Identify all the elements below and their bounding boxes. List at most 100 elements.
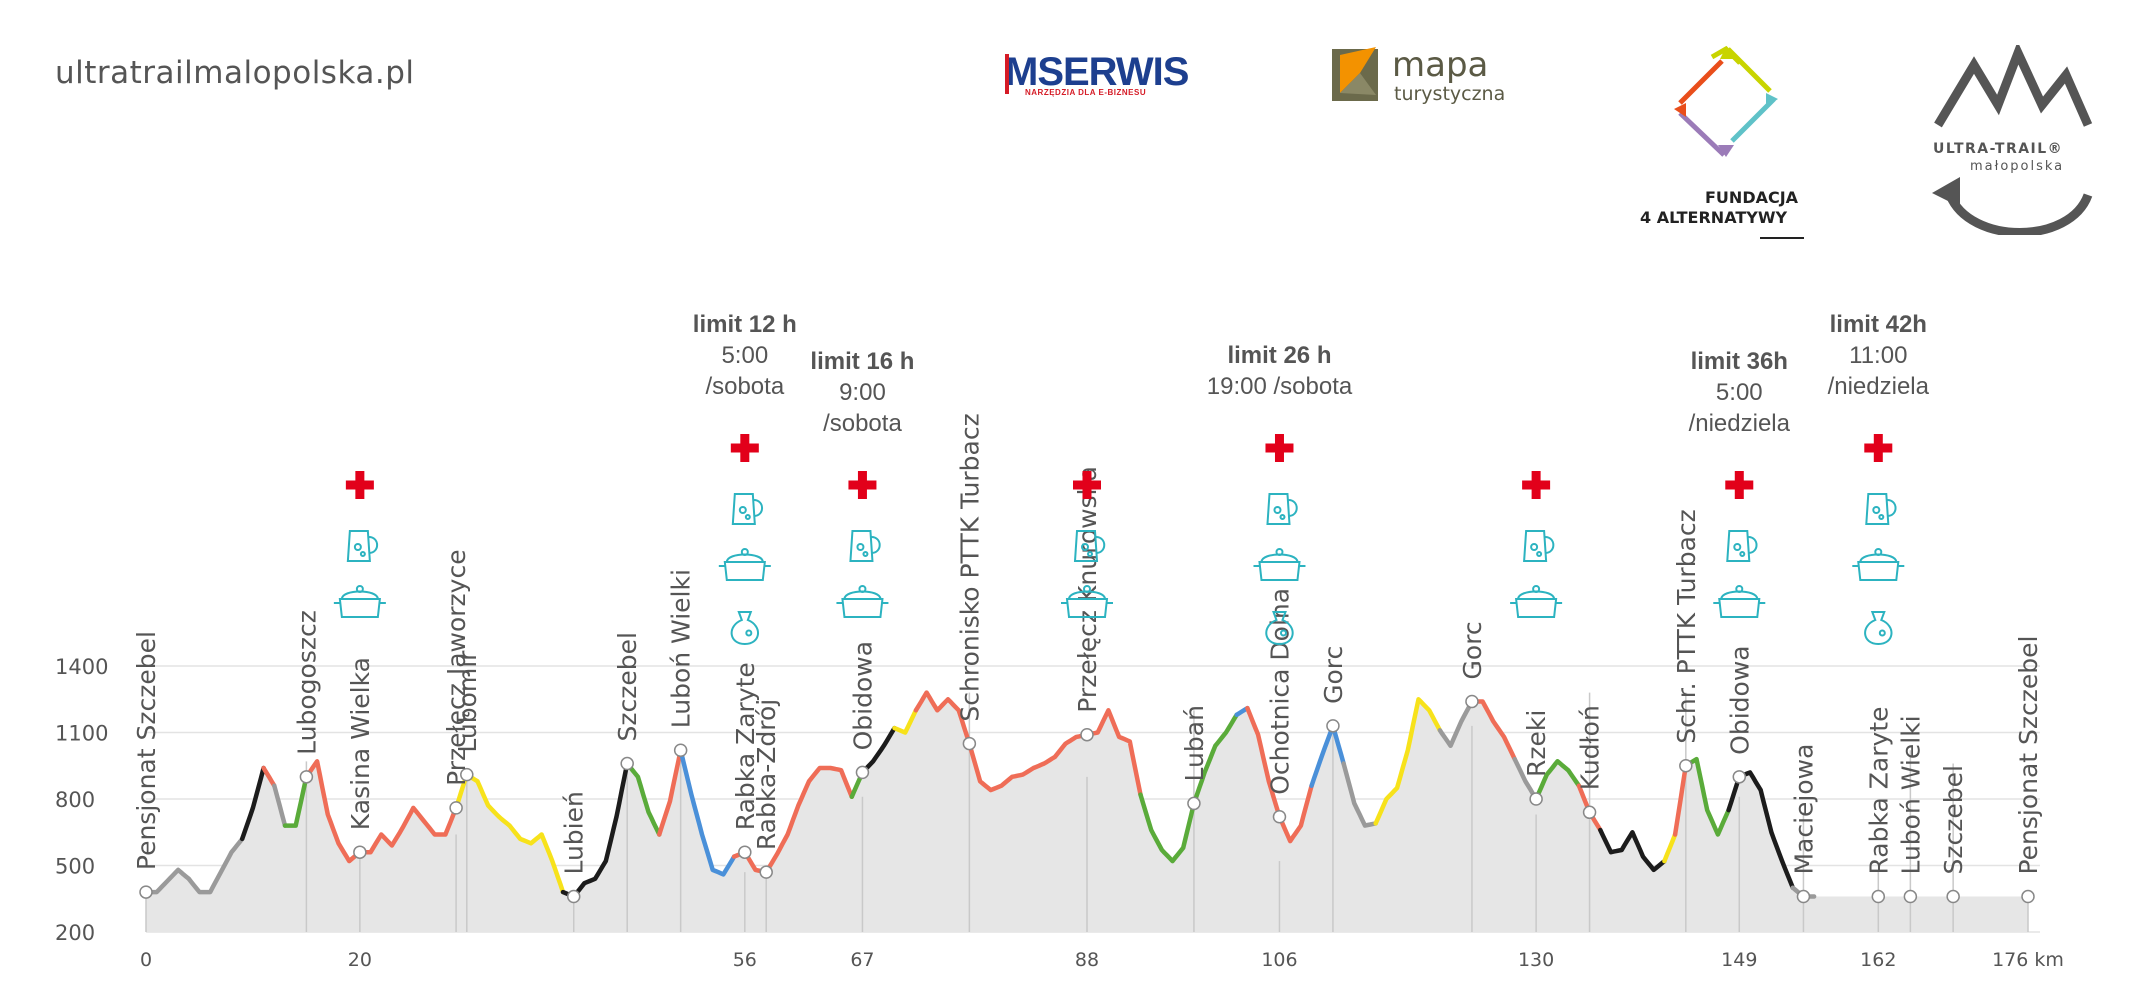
first-aid-icon	[345, 471, 374, 499]
time-limit-title: limit 42h	[1830, 311, 1927, 338]
trail-segment-red	[304, 759, 459, 864]
checkpoint-dot	[673, 743, 688, 757]
trail-segment-gray	[1512, 756, 1539, 802]
checkpoint-name: Ochotnica Dolna	[1265, 588, 1294, 795]
y-tick-label: 1100	[55, 722, 108, 746]
checkpoint-dot	[353, 845, 367, 859]
mapa-turystyczna-logo: mapa turystyczna	[1330, 45, 1530, 105]
mapa-sub: turystyczna	[1394, 83, 1506, 105]
checkpoint-name: Rzeki	[1522, 710, 1551, 777]
first-aid-icon	[1522, 471, 1551, 499]
drop-bag-icon	[730, 611, 759, 646]
first-aid-icon	[1073, 471, 1101, 499]
trail-segment-red	[731, 765, 855, 875]
x-tick-label: 149	[1721, 949, 1757, 971]
time-limit-title: limit 12 h	[693, 311, 797, 338]
mserwis-tagline: NARZĘDZIA DLA E-BIZNESU	[1025, 88, 1147, 97]
time-limits: limit 12 h 5:00/sobota limit 16 h 9:00/sobo…	[693, 311, 1930, 437]
trail-segment-green	[1683, 756, 1731, 837]
trail-segment-red	[1469, 699, 1517, 762]
hot-food-pot-icon	[333, 585, 386, 618]
checkpoint-name: Rabka Zaryte	[1864, 707, 1893, 875]
checkpoint-name: Szczebel	[613, 632, 642, 741]
time-limit-detail: 9:00	[839, 379, 886, 406]
drinks-jug-icon	[731, 493, 764, 525]
checkpoint-dot	[449, 801, 463, 815]
checkpoint-name: Schr. PTTK Turbacz	[1672, 509, 1701, 744]
trail-segment-red	[261, 765, 277, 788]
x-tick-label: 106	[1261, 949, 1297, 971]
drinks-jug-icon	[1865, 493, 1897, 525]
trail-segment-blue	[1309, 723, 1346, 788]
site-url[interactable]: ultratrailmalopolska.pl	[55, 55, 415, 91]
x-tick-label: 130	[1518, 949, 1554, 971]
time-limit-detail: /niedziela	[1689, 410, 1791, 437]
checkpoint-dot	[962, 736, 977, 751]
checkpoint-name: Lubogoszcz	[292, 610, 321, 755]
checkpoint-dot	[566, 889, 581, 904]
drinks-jug-icon	[1523, 530, 1555, 562]
checkpoint-name: Rabka-Zdrój	[752, 699, 781, 850]
checkpoint-name: Maciejowa	[1789, 744, 1818, 875]
checkpoint-dot	[1582, 805, 1597, 820]
time-limit-detail: 5:00	[1716, 379, 1763, 406]
hot-food-pot-icon	[1510, 585, 1563, 618]
trail-segment-red	[913, 690, 1143, 797]
hot-food-pot-icon	[1061, 585, 1113, 618]
x-tick-label: 56	[733, 949, 757, 971]
drinks-jug-icon	[346, 530, 379, 562]
time-limit-title: limit 26 h	[1227, 342, 1331, 369]
x-tick-label: 0	[140, 949, 152, 971]
x-tick-label: 176 km	[1992, 949, 2064, 971]
trail-segment-gray	[1341, 761, 1378, 828]
x-tick-label: 88	[1075, 949, 1099, 971]
utm-line1: ULTRA-TRAIL®	[1933, 141, 2064, 157]
hot-food-pot-icon	[1713, 585, 1766, 618]
checkpoint-dot	[460, 767, 474, 782]
first-aid-icon	[730, 434, 759, 462]
fundacja-diamond-icon	[1674, 45, 1778, 157]
checkpoint-dot	[1187, 796, 1201, 811]
y-axis-ticks: 200 500 800 1100 1400	[55, 655, 108, 945]
hot-food-pot-icon	[1253, 548, 1306, 581]
checkpoint-name: Obidowa	[848, 641, 877, 750]
checkpoint-dot	[299, 770, 314, 784]
hot-food-pot-icon	[1852, 548, 1905, 581]
checkpoint-dot	[1946, 889, 1960, 904]
checkpoint-name: Kudłoń	[1576, 705, 1605, 790]
drinks-jug-icon	[1073, 530, 1106, 562]
checkpoint-name: Luboń Wielki	[667, 569, 696, 728]
fundacja-underline	[1760, 237, 1804, 239]
mserwis-m-accent	[1005, 54, 1039, 94]
checkpoint-dot	[1465, 694, 1479, 709]
y-tick-label: 200	[55, 921, 95, 945]
checkpoint-name: Obidowa	[1725, 645, 1754, 754]
trail-segment-gray	[1437, 699, 1475, 749]
checkpoint-dot	[1326, 719, 1340, 733]
checkpoint-dot	[1272, 809, 1287, 824]
first-aid-icon	[1725, 471, 1754, 499]
checkpoint-dot	[855, 765, 870, 780]
trail-segment-green	[1533, 759, 1582, 802]
x-tick-label: 20	[348, 949, 372, 971]
checkpoint-dot	[1080, 727, 1094, 742]
first-aid-icon	[1864, 434, 1893, 462]
trail-segment-yellow	[1373, 697, 1443, 826]
checkpoint-name: Lubomir	[453, 650, 482, 753]
checkpoint-name: Szczebel	[1939, 765, 1968, 874]
time-limit-detail: /sobota	[705, 373, 784, 400]
x-tick-label: 67	[850, 949, 874, 971]
fundacja-line1: FUNDACJA	[1705, 188, 1799, 207]
trail-segment-red	[657, 747, 683, 837]
trail-segment-green	[1138, 712, 1239, 864]
drinks-jug-icon	[1266, 493, 1298, 525]
trail-segment-yellow	[892, 708, 919, 735]
aid-station-icons	[333, 434, 1905, 646]
time-limit-detail: /niedziela	[1828, 373, 1930, 400]
checkpoint-dots	[139, 694, 2035, 904]
trail-segment-red	[1672, 763, 1689, 837]
mountains-icon	[1932, 41, 2093, 237]
trail-segment-green	[624, 761, 662, 837]
drop-bag-icon	[1864, 611, 1893, 646]
x-axis-ticks: 0 20 56 67 88 106 130 149 162 176 km	[140, 949, 2064, 971]
